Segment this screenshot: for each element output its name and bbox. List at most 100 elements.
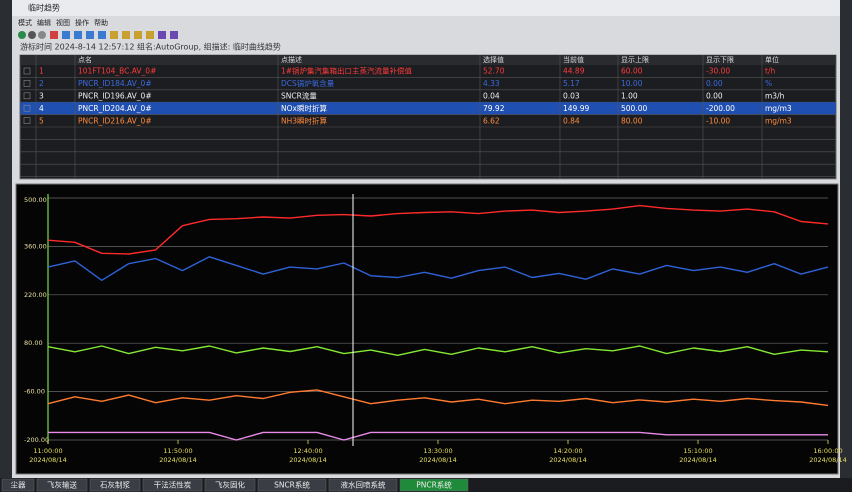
- x-tick-date: 2024/08/14: [809, 456, 846, 464]
- window-title: 临时趋势: [28, 3, 60, 13]
- table-cell: 500.00: [621, 104, 647, 113]
- y-tick-label: 360.00: [24, 242, 47, 250]
- x-tick-date: 2024/08/14: [679, 456, 716, 464]
- taskbar-label: 液水回喷系统: [341, 480, 386, 490]
- tool-icon[interactable]: [122, 31, 130, 39]
- tool-icon[interactable]: [98, 31, 106, 39]
- table-cell: 10.00: [621, 79, 643, 88]
- table-cell: 0.04: [483, 92, 500, 101]
- cursor-info: 游标时间 2024-8-14 12:57:12 组名:AutoGroup, 组描…: [20, 42, 281, 52]
- tool-icon[interactable]: [18, 31, 26, 39]
- menu-item[interactable]: 操作: [75, 18, 89, 27]
- x-tick-date: 2024/08/14: [29, 456, 66, 464]
- menu-item[interactable]: 模式: [18, 18, 32, 27]
- table-cell: 52.70: [483, 67, 505, 76]
- tool-icon[interactable]: [170, 31, 178, 39]
- menu-item[interactable]: 编辑: [37, 18, 51, 27]
- tool-icon[interactable]: [86, 31, 94, 39]
- row-checkbox[interactable]: [23, 117, 31, 124]
- table-cell: PNCR_ID216.AV_0#: [78, 116, 152, 125]
- tool-icon[interactable]: [134, 31, 142, 39]
- trend-line: [48, 431, 828, 441]
- trend-line: [47, 345, 829, 356]
- x-tick-time: 14:20:00: [553, 447, 582, 455]
- tool-icon[interactable]: [62, 31, 70, 39]
- table-cell: 2: [39, 79, 44, 88]
- taskbar-button[interactable]: [142, 478, 203, 492]
- table-cell: 0.00: [706, 79, 723, 88]
- menu-item[interactable]: 视图: [56, 18, 70, 27]
- table-cell: 0.00: [706, 92, 723, 101]
- table-header: [20, 55, 836, 65]
- table-cell: 149.99: [563, 104, 589, 113]
- x-tick-date: 2024/08/14: [549, 456, 586, 464]
- row-checkbox[interactable]: [23, 104, 31, 112]
- taskbar-label: 飞灰输送: [47, 480, 77, 490]
- selected-row[interactable]: [20, 102, 836, 115]
- menu-item[interactable]: 帮助: [94, 18, 108, 27]
- tool-icon[interactable]: [38, 31, 46, 39]
- trend-line: [47, 204, 829, 255]
- taskbar-button[interactable]: [257, 478, 327, 492]
- column-header: 选择值: [483, 55, 504, 64]
- trend-line: [47, 256, 829, 281]
- x-tick-date: 2024/08/14: [289, 456, 326, 464]
- column-header: 显示上限: [621, 55, 649, 64]
- table-cell: -10.00: [706, 116, 730, 125]
- taskbar-label: 尘器: [11, 480, 26, 490]
- table-cell: mg/m3: [765, 116, 792, 125]
- tool-icon[interactable]: [110, 31, 118, 39]
- taskbar-button[interactable]: [1, 478, 35, 492]
- x-tick-date: 2024/08/14: [159, 456, 196, 464]
- table-cell: 79.92: [483, 104, 505, 113]
- table-cell: 1#锅炉集汽集箱出口主蒸汽流量补偿值: [281, 66, 413, 76]
- taskbar-button[interactable]: [89, 478, 141, 492]
- trend-chart: 500.00 360.00 220.00 80.00 -60.00 -200.00 11:0…: [24, 194, 847, 464]
- taskbar-label: 飞灰固化: [215, 480, 245, 490]
- tool-icon[interactable]: [50, 31, 58, 39]
- table-cell: 0.84: [563, 116, 580, 125]
- row-checkbox[interactable]: [23, 80, 31, 87]
- trend-panel: [15, 183, 839, 475]
- table-cell: %: [765, 79, 772, 88]
- table-cell: SNCR流量: [281, 91, 317, 101]
- taskbar-label: SNCR系统: [274, 480, 310, 490]
- table-cell: 1.00: [621, 92, 638, 101]
- taskbar-items: 尘器 飞灰输送 石灰制浆 干法活性炭 飞灰固化 SNCR系统 液水回喷系统 PNCR系统: [1, 478, 469, 492]
- taskbar-button[interactable]: [204, 478, 256, 492]
- table-cell: 80.00: [621, 116, 643, 125]
- column-header: 点描述: [281, 55, 302, 64]
- table-body: 点名 点描述 选择值 当前值 显示上限 显示下限 单位 1 101FT104_BC.AV_0# 1…: [19, 55, 837, 179]
- table-cell: -200.00: [706, 104, 735, 113]
- table-cell: PNCR_ID196.AV_0#: [78, 92, 152, 101]
- x-tick-time: 12:40:00: [293, 447, 322, 455]
- table-cell: 6.62: [483, 116, 500, 125]
- taskbar-label: PNCR系统: [416, 480, 452, 490]
- taskbar-button[interactable]: [36, 478, 88, 492]
- x-tick-time: 11:00:00: [33, 447, 62, 455]
- taskbar-button[interactable]: [399, 478, 469, 492]
- taskbar-label: 石灰制浆: [100, 480, 130, 490]
- tool-icon[interactable]: [158, 31, 166, 39]
- y-tick-label: 220.00: [24, 291, 47, 299]
- row-checkbox[interactable]: [23, 92, 31, 100]
- tool-icon[interactable]: [74, 31, 82, 39]
- row-checkbox[interactable]: [23, 67, 31, 75]
- trend-line: [47, 389, 829, 407]
- table-cell: PNCR_ID184.AV_0#: [78, 79, 152, 88]
- table-cell: m3/h: [765, 92, 785, 101]
- point-table: [19, 54, 837, 180]
- table-cell: PNCR_ID204.AV_0#: [78, 104, 152, 113]
- toolbar: [18, 31, 178, 39]
- column-header: 显示下限: [706, 55, 734, 64]
- table-cell: 1: [39, 67, 44, 76]
- x-tick-time: 11:50:00: [163, 447, 192, 455]
- table-cell: 4.33: [483, 79, 500, 88]
- taskbar-button[interactable]: [328, 478, 398, 492]
- x-tick-time: 13:30:00: [423, 447, 452, 455]
- tool-icon[interactable]: [146, 31, 154, 39]
- tool-icon[interactable]: [28, 31, 36, 39]
- y-tick-label: -60.00: [24, 388, 45, 396]
- title-bar: [12, 0, 840, 16]
